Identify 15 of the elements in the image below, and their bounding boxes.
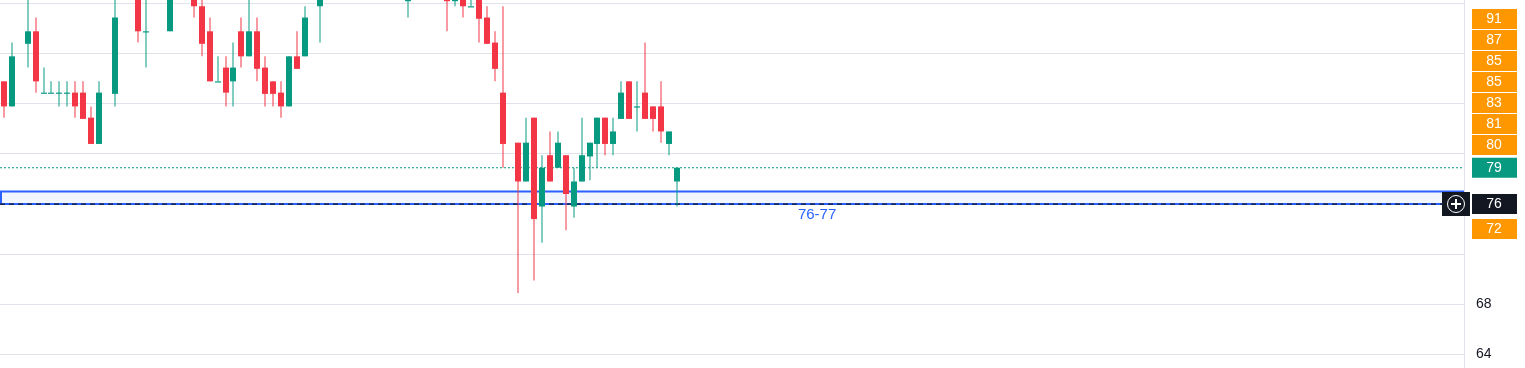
text: 85 — [1486, 72, 1502, 89]
text: 80 — [1486, 135, 1502, 152]
text: 85 — [1486, 51, 1502, 68]
ref-line-label: 79 — [1486, 158, 1502, 175]
y-tick-label: 64 — [1476, 345, 1492, 362]
band-label: 76-77 — [797, 204, 837, 222]
candlestick — [634, 81, 640, 132]
y-tick-label: 68 — [1476, 295, 1492, 312]
ref-line-label: 76 — [1486, 194, 1502, 211]
text: 83 — [1486, 93, 1502, 110]
text: 87 — [1486, 30, 1502, 47]
text: 72 — [1486, 219, 1502, 236]
text: 81 — [1486, 114, 1502, 131]
text: 91 — [1486, 9, 1502, 26]
candlestick — [215, 56, 221, 83]
